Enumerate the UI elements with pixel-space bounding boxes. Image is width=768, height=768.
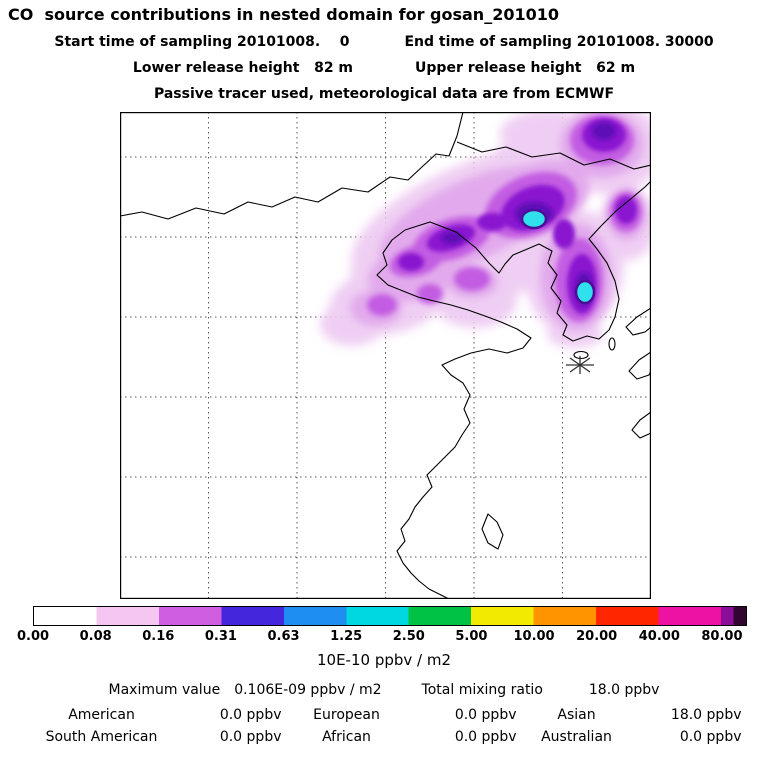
map-border [120,112,651,599]
taiwan-island [481,513,504,550]
total-mixing-ratio-value: 18.0 ppbv [588,682,660,698]
jeju-island [573,350,589,360]
tracer-note-line: Passive tracer used, meteorological data… [0,86,768,102]
colorbar-tick-label: 0.16 [142,629,175,644]
colorbar-tick-label: 0.00 [16,629,50,644]
end-time-text: End time of sampling 20101008. 30000 [404,34,714,50]
contour-field [320,112,651,348]
map-plot [120,112,651,599]
summary-stats-line: Maximum value 0.106E-09 ppbv / m2 Total … [0,682,768,698]
region-value: 0.0 ppbv [679,729,742,745]
japan-coast-3 [631,411,651,439]
region-value: 0.0 ppbv [454,707,517,723]
region-label: European [313,707,380,723]
coastlines [120,112,651,599]
colorbar-unit-label: 10E-10 ppbv / m2 [316,651,452,669]
region-value: 0.0 ppbv [454,729,517,745]
colorbar-tick-label: 0.31 [204,629,237,644]
colorbar-tick-label: 5.00 [455,629,488,644]
hotspot-cyan-markers [520,208,596,305]
tsushima-island [608,337,616,351]
colorbar-tick-label: 1.25 [330,629,363,644]
lower-release-text: Lower release height 82 m [132,60,354,76]
total-mixing-ratio-label: Total mixing ratio [421,682,543,698]
colorbar-tick-labels: 0.00 0.08 0.16 0.31 0.63 1.25 2.50 5.00 10.00 20.… [17,629,747,645]
start-time-text: Start time of sampling 20101008. 0 [54,34,350,50]
region-value: 0.0 ppbv [219,707,282,723]
region-value: 0.0 ppbv [219,729,282,745]
region-label: American [68,707,135,723]
colorbar-tick-label: 0.08 [79,629,112,644]
maximum-value: 0.106E-09 ppbv / m2 [234,682,382,698]
region-label: South American [45,729,158,745]
receptor-marker-icon [566,356,594,374]
release-height-line: Lower release height 82 m Upper release … [0,60,768,76]
colorbar-tick-label: 2.50 [392,629,425,644]
japan-coast-2 [628,351,651,380]
colorbar-tick-label: 20.00 [576,629,618,644]
page-title: CO source contributions in nested domain… [8,5,559,24]
border-northeast [456,141,651,170]
upper-release-text: Upper release height 62 m [415,60,636,76]
region-label: African [322,729,371,745]
maximum-value-label: Maximum value [108,682,221,698]
region-label: Asian [557,707,596,723]
colorbar-tick-label: 80.00 [701,629,743,644]
china-coast [376,229,532,599]
tracer-note-text: Passive tracer used, meteorological data… [153,86,615,102]
korea-bohai-coast [404,180,651,342]
region-value: 18.0 ppbv [670,707,742,723]
region-contributions-table: American 0.0 ppbv European 0.0 ppbv Asian 18.… [27,707,742,745]
sampling-time-line: Start time of sampling 20101008. 0 End t… [0,34,768,50]
colorbar-tick-label: 40.00 [638,629,680,644]
japan-coast-1 [625,307,651,336]
colorbar [33,606,747,626]
region-label: Australian [541,729,612,745]
colorbar-tick-label: 10.00 [513,629,555,644]
colorbar-tick-label: 0.63 [267,629,300,644]
country-border [120,112,464,220]
